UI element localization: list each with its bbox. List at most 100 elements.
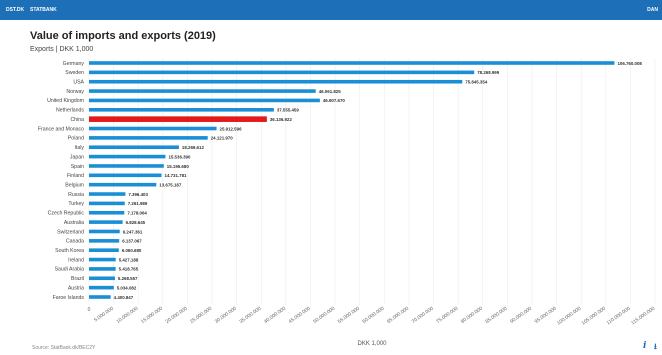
- bar: [89, 126, 217, 131]
- chart-title: Value of imports and exports (2019): [30, 30, 216, 42]
- bar: [89, 70, 475, 75]
- value-label: 37.555.459: [277, 108, 300, 113]
- value-label: 46.907.670: [323, 98, 346, 103]
- value-label: 4.400.847: [114, 295, 134, 300]
- brand-link[interactable]: DST.DK: [6, 7, 25, 13]
- category-label: Norway: [66, 89, 84, 95]
- value-label: 6.060.680: [122, 248, 142, 253]
- bar: [89, 210, 125, 215]
- language-link[interactable]: DAN: [647, 7, 658, 13]
- x-tick-label: 30.000.000: [214, 306, 238, 325]
- bar: [89, 116, 267, 122]
- bar: [89, 98, 320, 103]
- x-tick-label: 35.000.000: [238, 306, 262, 325]
- x-tick-label: 50.000.000: [312, 306, 336, 325]
- value-label: 5.418.765: [119, 267, 139, 272]
- value-label: 7.261.989: [128, 201, 148, 206]
- source-note: Source: StatBank.dk/BEC2Y: [32, 345, 96, 351]
- top-navigation-bar: DST.DK STATBANK DAN: [0, 0, 662, 20]
- bar: [89, 89, 316, 93]
- bar: [89, 257, 116, 262]
- value-label: 18.269.612: [182, 145, 205, 150]
- category-label: Sweden: [65, 70, 84, 76]
- value-label: 7.396.403: [128, 192, 148, 197]
- bar: [89, 154, 166, 159]
- bar: [89, 276, 115, 281]
- x-tick-label: 15.000.000: [140, 306, 164, 325]
- value-label: 6.828.645: [126, 220, 146, 225]
- category-label: Ireland: [68, 257, 84, 263]
- bar: [89, 192, 126, 196]
- value-label: 75.845.354: [465, 80, 488, 85]
- statbank-link[interactable]: STATBANK: [30, 7, 57, 13]
- chart-subtitle: Exports | DKK 1,000: [30, 46, 94, 53]
- category-label: Russia: [68, 192, 84, 198]
- bar: [89, 145, 179, 150]
- category-label: Spain: [71, 164, 84, 170]
- x-tick-label: 110.000.000: [606, 306, 632, 327]
- x-tick-label: 25.000.000: [189, 306, 213, 325]
- value-label: 36.136.922: [270, 117, 293, 122]
- x-tick-label: 95.000.000: [534, 306, 558, 325]
- category-label: Japan: [70, 154, 84, 160]
- category-label: Brazil: [71, 276, 84, 282]
- category-label: China: [70, 117, 84, 123]
- bar: [89, 136, 208, 140]
- x-tick-label: 20.000.000: [165, 306, 189, 325]
- category-label: Australia: [64, 220, 84, 226]
- value-label: 13.675.187: [159, 182, 182, 187]
- info-icon[interactable]: i: [643, 341, 647, 351]
- bar: [89, 267, 116, 271]
- bar: [89, 239, 120, 243]
- bar: [89, 182, 157, 187]
- bar: [89, 220, 123, 224]
- category-label: United Kingdom: [47, 98, 84, 104]
- bar: [89, 61, 615, 65]
- category-label: Belgium: [65, 182, 84, 188]
- bar: [89, 173, 162, 178]
- value-label: 7.178.064: [127, 211, 147, 216]
- value-label: 106.760.008: [617, 61, 642, 66]
- category-label: USA: [73, 80, 84, 86]
- value-label: 78.268.999: [477, 70, 500, 75]
- bar: [89, 164, 164, 168]
- value-label: 46.061.825: [319, 89, 342, 94]
- x-tick-label: 55.000.000: [337, 306, 361, 325]
- category-label: Canada: [66, 239, 84, 245]
- x-tick-label: 40.000.000: [263, 306, 287, 325]
- category-label: Turkey: [68, 201, 84, 207]
- category-label: Germany: [63, 61, 85, 67]
- x-tick-label: 90.000.000: [509, 306, 533, 325]
- bar: [89, 285, 114, 290]
- bar: [89, 248, 119, 252]
- category-label: Netherlands: [56, 108, 84, 114]
- x-axis-title: DKK 1,000: [357, 341, 387, 347]
- bar: [89, 108, 274, 112]
- value-label: 5.268.557: [118, 276, 138, 281]
- category-label: Finland: [67, 173, 84, 179]
- x-tick-label: 85.000.000: [485, 306, 509, 325]
- x-tick-label: 70.000.000: [411, 306, 435, 325]
- value-label: 15.536.390: [168, 154, 191, 159]
- category-label: Austria: [68, 285, 84, 291]
- value-label: 24.121.970: [211, 136, 234, 141]
- x-tick-label: 45.000.000: [288, 306, 312, 325]
- category-label: Switzerland: [57, 229, 84, 235]
- category-label: South Korea: [55, 248, 84, 254]
- bar: [89, 79, 463, 84]
- download-icon[interactable]: ⭳: [654, 342, 657, 351]
- value-label: 6.247.361: [123, 229, 143, 234]
- value-label: 15.195.680: [167, 164, 190, 169]
- category-label: Saudi Arabia: [55, 267, 85, 273]
- x-tick-label: 100.000.000: [556, 306, 582, 327]
- bar: [89, 201, 125, 206]
- x-tick-label: 75.000.000: [435, 306, 459, 325]
- bar: [89, 229, 120, 234]
- category-label: Faroe Islands: [53, 295, 85, 301]
- value-label: 25.912.596: [220, 126, 243, 131]
- x-tick-label: 105.000.000: [581, 306, 607, 327]
- x-tick-label: 10.000.000: [115, 306, 139, 325]
- category-label: Poland: [68, 136, 84, 142]
- category-label: Czech Republic: [48, 211, 85, 217]
